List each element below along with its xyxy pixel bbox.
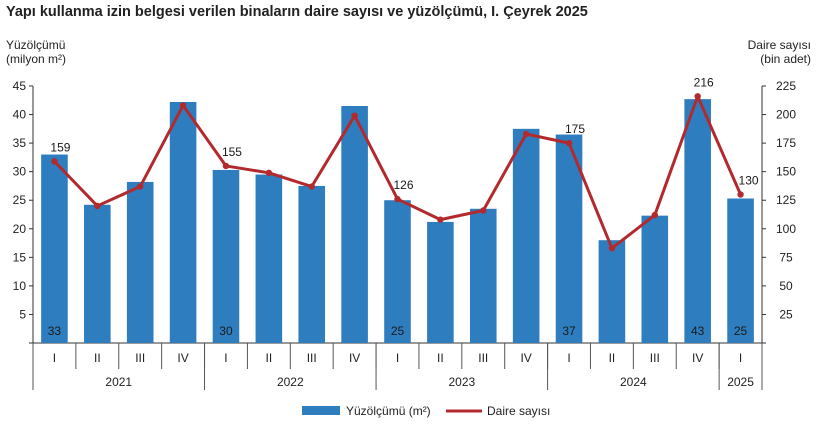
right-tick-label: 225: [776, 79, 796, 93]
category-label: IV: [177, 351, 188, 365]
bar: [84, 204, 111, 343]
legend-bar-swatch: [302, 406, 340, 415]
left-axis-title-line-2: (milyon m²): [6, 52, 66, 66]
bar-value-label: 30: [219, 324, 233, 338]
left-axis-title: Yüzölçümü (milyon m²): [6, 38, 66, 66]
right-tick-label: 50: [779, 279, 793, 293]
left-tick-label: 10: [13, 279, 27, 293]
category-label: I: [739, 351, 742, 365]
line-value-label: 159: [50, 140, 70, 154]
left-tick-label: 25: [13, 193, 27, 207]
right-axis-title: Daire sayısı (bin adet): [748, 38, 811, 66]
line-value-label: 126: [393, 178, 413, 192]
right-tick-label: 150: [776, 165, 796, 179]
line-point: [394, 195, 401, 203]
bar: [298, 185, 326, 343]
line-point: [265, 169, 273, 177]
left-tick-label: 35: [13, 136, 27, 150]
line-value-label: 155: [222, 145, 242, 159]
line-point: [565, 139, 573, 147]
bar-value-label: 25: [734, 324, 748, 338]
line-point: [522, 130, 530, 138]
right-axis-title-line-1: Daire sayısı: [747, 38, 811, 52]
bar-value-label: 43: [691, 324, 705, 338]
bar-value-label: 25: [391, 324, 405, 338]
bar: [512, 128, 540, 343]
line-point: [608, 244, 616, 252]
year-label: 2023: [448, 375, 475, 389]
line-point: [437, 216, 444, 223]
left-tick-label: 5: [19, 307, 26, 321]
chart-title: Yapı kullanma izin belgesi verilen binal…: [6, 4, 588, 20]
line-point: [351, 112, 358, 119]
line-point: [51, 158, 58, 165]
bar: [126, 181, 154, 343]
category-label: III: [135, 351, 145, 365]
right-tick-label: 200: [776, 108, 796, 122]
bar: [427, 221, 454, 343]
line-value-label: 216: [694, 75, 714, 89]
category-label: III: [478, 351, 488, 365]
line-point: [222, 162, 230, 170]
bar: [469, 208, 497, 343]
year-label: 2025: [727, 375, 754, 389]
bar: [212, 169, 240, 343]
bar: [341, 105, 368, 343]
line-point: [179, 102, 187, 109]
legend-line-label: Daire sayısı: [487, 404, 550, 418]
bar: [598, 240, 626, 343]
line-point: [737, 191, 744, 198]
bar: [384, 200, 411, 343]
right-tick-label: 125: [776, 193, 796, 207]
line-point: [694, 93, 701, 100]
line-point: [308, 183, 315, 190]
category-label: I: [567, 351, 570, 365]
category-label: IV: [349, 351, 360, 365]
category-label: II: [609, 351, 616, 365]
left-tick-label: 15: [13, 250, 27, 264]
category-label: III: [307, 351, 317, 365]
line-value-label: 130: [739, 174, 759, 188]
bar: [641, 215, 669, 343]
line-point: [480, 207, 487, 214]
year-label: 2024: [620, 375, 647, 389]
bar: [555, 134, 583, 343]
right-tick-label: 175: [776, 136, 796, 150]
left-tick-label: 20: [13, 222, 27, 236]
bar: [41, 154, 68, 343]
bar: [255, 174, 283, 343]
year-label: 2021: [105, 375, 132, 389]
legend-bar-label: Yüzölçümü (m²): [346, 404, 431, 418]
category-label: II: [94, 351, 101, 365]
bar-value-label: 33: [48, 324, 62, 338]
line-value-label: 175: [565, 122, 585, 136]
bar-value-label: 37: [562, 324, 576, 338]
left-tick-label: 45: [13, 79, 27, 93]
category-label: II: [266, 351, 273, 365]
line-point: [94, 202, 101, 210]
category-label: I: [53, 351, 56, 365]
right-tick-label: 25: [779, 307, 793, 321]
line-point: [137, 183, 144, 190]
category-label: IV: [692, 351, 703, 365]
right-tick-label: 75: [779, 250, 793, 264]
right-tick-label: 100: [776, 222, 796, 236]
left-tick-label: 30: [13, 165, 27, 179]
category-label: III: [650, 351, 660, 365]
bar: [684, 99, 711, 343]
bar: [727, 198, 754, 343]
left-axis-title-line-1: Yüzölçümü: [6, 38, 66, 52]
left-tick-label: 40: [13, 108, 27, 122]
right-axis-title-line-2: (bin adet): [760, 52, 811, 66]
bar: [169, 101, 197, 343]
category-label: I: [224, 351, 227, 365]
category-label: IV: [520, 351, 531, 365]
year-label: 2022: [277, 375, 304, 389]
category-label: I: [396, 351, 399, 365]
category-label: II: [437, 351, 444, 365]
line-point: [651, 211, 658, 219]
